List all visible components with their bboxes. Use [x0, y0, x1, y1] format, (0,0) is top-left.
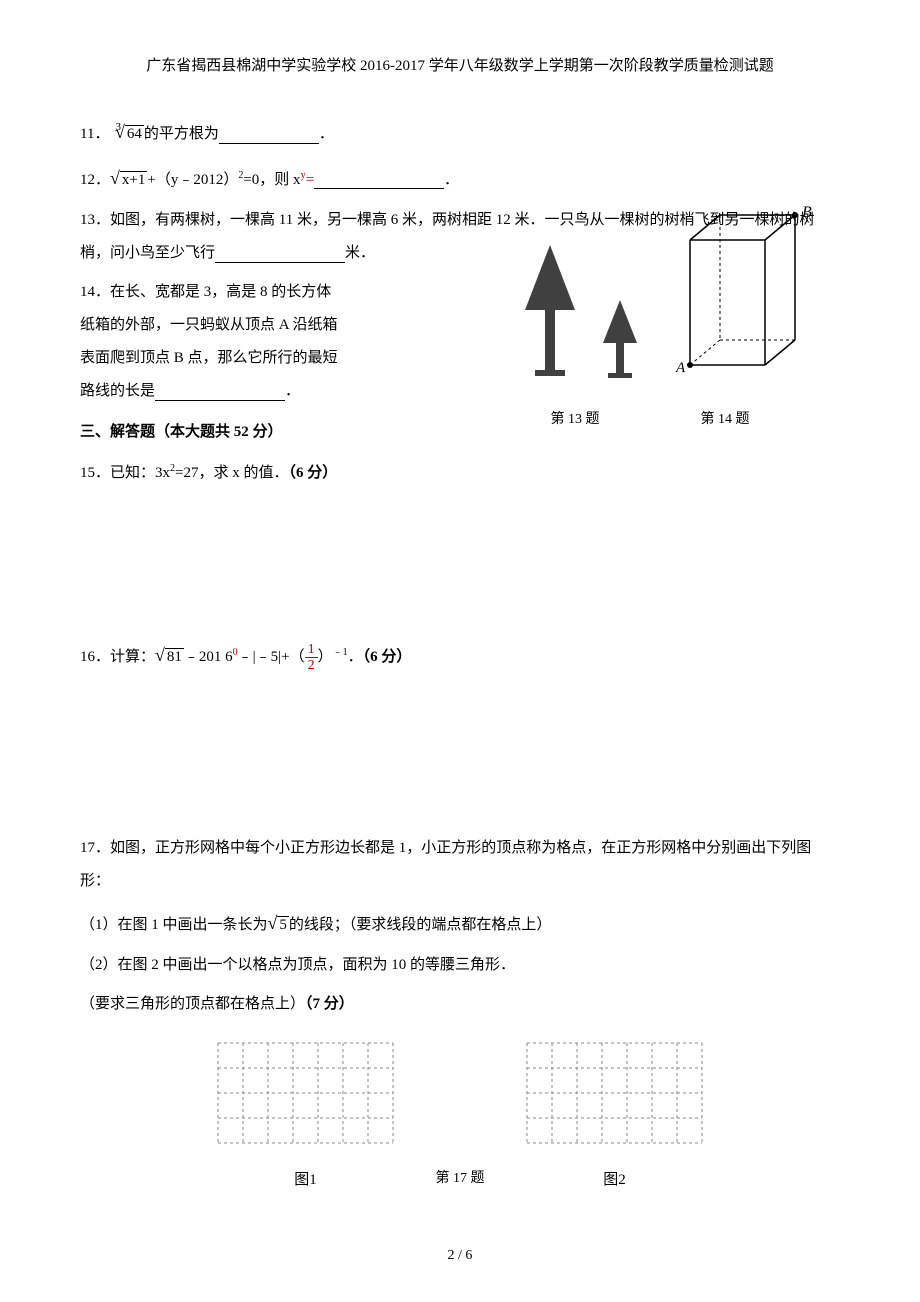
q17-text4: （要求三角形的顶点都在格点上）	[80, 996, 305, 1012]
cube-root-index: 3	[115, 121, 121, 133]
q17-score: （7 分）	[305, 996, 354, 1012]
point-a-marker	[687, 362, 693, 368]
question-15: 15．已知：3x2=27，求 x 的值．（6 分）	[80, 457, 840, 490]
grid-center-label: 第 17 题	[436, 1164, 485, 1195]
q16-minus2: ﹣|﹣5|+（	[238, 649, 305, 665]
q11-suffix: 的平方根为	[144, 126, 219, 142]
grid-1	[216, 1041, 396, 1146]
point-b-marker	[792, 212, 798, 218]
cuboid-hidden-edge	[690, 340, 720, 365]
q12-plus: +（y﹣2012）	[147, 172, 238, 188]
q16-period: ．	[348, 649, 363, 665]
q17-p1-suf: 的线段；（要求线段的端点都在格点上）	[289, 917, 552, 933]
q12-eq: =0，则 x	[243, 172, 300, 188]
grid-1-label: 图1	[216, 1164, 396, 1197]
blank-field	[155, 383, 285, 401]
q14-line4: 路线的长是 ．	[80, 375, 460, 408]
q12-prefix: 12．	[80, 172, 110, 188]
q15-text: 15．已知：3x	[80, 465, 170, 481]
blank-field	[314, 171, 444, 189]
sqrt-radicand: x+1	[120, 171, 147, 188]
figure-labels-row: 第 13 题 第 14 题	[500, 405, 800, 436]
question-14: 14．在长、宽都是 3，高是 8 的长方体 纸箱的外部，一只蚂蚁从顶点 A 沿纸…	[80, 276, 460, 408]
tree2-base	[608, 373, 632, 378]
q11-period: ．	[319, 126, 334, 142]
frac-denominator: 2	[305, 658, 318, 673]
question-16: 16．计算：√81﹣201 60﹣|﹣5|+（12）﹣1．（6 分）	[80, 636, 840, 676]
sqrt-symbol: √	[110, 168, 120, 188]
question-12: 12．√x+1+（y﹣2012）2=0，则 xy=．	[80, 159, 840, 199]
q11-prefix: 11．	[80, 126, 109, 142]
tree2-trunk	[616, 343, 624, 373]
grid-2-block: 图2	[525, 1041, 705, 1197]
page-footer: 2 / 6	[0, 1241, 920, 1272]
q17-p1-pre: （1）在图 1 中画出一条长为	[80, 917, 268, 933]
tree1-foliage	[525, 245, 575, 310]
cuboid-figure: A B	[670, 195, 820, 395]
grid-1-block: 图1	[216, 1041, 396, 1197]
q14-period: ．	[285, 383, 300, 399]
q14-line2: 纸箱的外部，一只蚂蚁从顶点 A 沿纸箱	[80, 309, 460, 342]
q15-score: （6 分）	[288, 465, 337, 481]
blank-field	[215, 245, 345, 263]
sqrt-radicand: 64	[125, 125, 144, 142]
sqrt-radicand: 81	[165, 648, 184, 665]
q12-period: ．	[444, 172, 459, 188]
q14-line3: 表面爬到顶点 B 点，那么它所行的最短	[80, 342, 460, 375]
q16-minus1: ﹣201 6	[184, 649, 233, 665]
page-header-title: 广东省揭西县棉湖中学实验学校 2016-2017 学年八年级数学上学期第一次阶段…	[80, 50, 840, 83]
figures-container: A B	[500, 215, 820, 415]
cuboid-edge	[690, 215, 720, 240]
figure-13-label: 第 13 题	[551, 405, 600, 436]
tree1-base	[535, 370, 565, 376]
spacer	[80, 682, 840, 832]
q16-close: ）	[318, 649, 333, 665]
blank-field	[219, 126, 319, 144]
sqrt-symbol: √	[155, 645, 165, 665]
q13-unit: 米．	[345, 245, 375, 261]
figure-14-label: 第 14 题	[701, 405, 750, 436]
point-a-label: A	[675, 360, 686, 376]
cuboid-edge	[765, 215, 795, 240]
q14-line4-text: 路线的长是	[80, 383, 155, 399]
trees-figure	[500, 215, 670, 395]
question-11: 11．3√64的平方根为．	[80, 113, 840, 153]
question-17-note: （要求三角形的顶点都在格点上）（7 分）	[80, 988, 840, 1021]
sqrt-radicand: 5	[277, 916, 289, 933]
q14-line1: 14．在长、宽都是 3，高是 8 的长方体	[80, 276, 460, 309]
question-17-intro: 17．如图，正方形网格中每个小正方形边长都是 1，小正方形的顶点称为格点，在正方…	[80, 832, 840, 898]
point-b-label: B	[802, 204, 812, 221]
grid-2	[525, 1041, 705, 1146]
grid-2-label: 图2	[525, 1164, 705, 1197]
q15-mid: =27，求 x 的值．	[175, 465, 288, 481]
grids-container: 图1 第 17 题 图2	[80, 1041, 840, 1197]
question-17-part2: （2）在图 2 中画出一个以格点为顶点，面积为 10 的等腰三角形．	[80, 949, 840, 982]
cuboid-edge	[765, 340, 795, 365]
q16-prefix: 16．计算：	[80, 649, 155, 665]
exponent-neg1: ﹣1	[333, 647, 348, 658]
spacer	[80, 496, 840, 636]
equals-sign: =	[306, 172, 314, 188]
sqrt-symbol: √	[268, 913, 278, 933]
frac-numerator: 1	[305, 642, 318, 658]
q16-score: （6 分）	[363, 649, 412, 665]
tree1-trunk	[545, 310, 555, 370]
question-17-part1: （1）在图 1 中画出一条长为√5的线段；（要求线段的端点都在格点上）	[80, 904, 840, 944]
fraction: 12	[305, 642, 318, 674]
tree2-foliage	[603, 300, 637, 343]
